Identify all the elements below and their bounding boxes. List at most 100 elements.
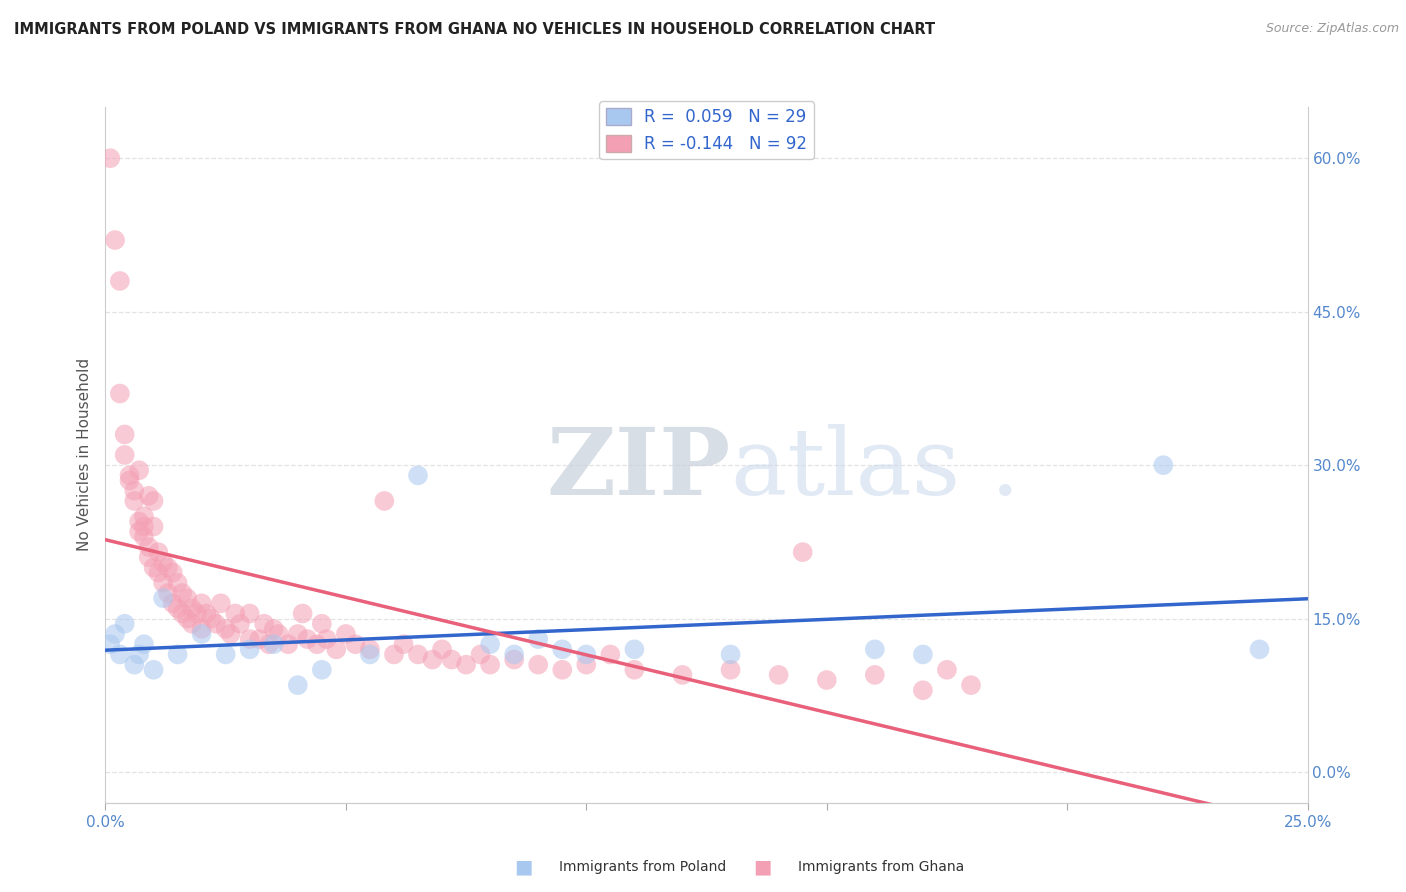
Point [124, 657, 146, 672]
Legend: R =  0.059   N = 29, R = -0.144   N = 92: R = 0.059 N = 29, R = -0.144 N = 92 [599, 102, 814, 160]
Point [98, 637, 121, 651]
Y-axis label: No Vehicles in Household: No Vehicles in Household [76, 359, 91, 551]
Point [190, 627, 212, 641]
Point [479, 657, 502, 672]
Point [257, 637, 280, 651]
Point [863, 668, 886, 682]
Point [152, 591, 174, 606]
Text: ZIP: ZIP [547, 424, 731, 514]
Point [114, 448, 136, 462]
Point [470, 648, 492, 662]
Point [148, 545, 170, 559]
Point [132, 509, 155, 524]
Point [124, 494, 146, 508]
Point [114, 427, 136, 442]
Point [156, 586, 179, 600]
Point [205, 616, 228, 631]
Point [214, 648, 236, 662]
Point [440, 652, 463, 666]
Point [108, 648, 131, 662]
Point [229, 616, 252, 631]
Point [325, 642, 347, 657]
Point [132, 519, 155, 533]
Point [224, 607, 246, 621]
Point [166, 575, 188, 590]
Point [124, 483, 146, 498]
Point [128, 524, 150, 539]
Point [263, 637, 285, 651]
Point [142, 663, 165, 677]
Point [575, 657, 598, 672]
Point [138, 550, 160, 565]
Point [454, 657, 477, 672]
Point [142, 494, 165, 508]
Point [720, 663, 742, 677]
Point [98, 151, 121, 165]
Point [209, 596, 232, 610]
Point [1152, 458, 1174, 472]
Point [190, 596, 212, 610]
Point [291, 607, 314, 621]
Point [148, 566, 170, 580]
Point [118, 468, 141, 483]
Point [172, 586, 194, 600]
Point [623, 642, 645, 657]
Point [152, 555, 174, 569]
Point [503, 652, 526, 666]
Point [720, 648, 742, 662]
Point [195, 607, 218, 621]
Point [406, 648, 429, 662]
Point [263, 622, 285, 636]
Point [671, 668, 693, 682]
Point [277, 637, 299, 651]
Point [422, 652, 444, 666]
Point [239, 607, 262, 621]
Point [287, 678, 309, 692]
Point [315, 632, 337, 646]
Point [239, 642, 262, 657]
Point [863, 642, 886, 657]
Point [267, 627, 290, 641]
Text: IMMIGRANTS FROM POLAND VS IMMIGRANTS FROM GHANA NO VEHICLES IN HOUSEHOLD CORRELA: IMMIGRANTS FROM POLAND VS IMMIGRANTS FRO… [14, 22, 935, 37]
Point [166, 601, 188, 615]
Point [359, 648, 381, 662]
Point [152, 575, 174, 590]
Point [104, 627, 127, 641]
Point [172, 607, 194, 621]
Point [911, 648, 934, 662]
Point [214, 622, 236, 636]
Point [305, 637, 328, 651]
Point [253, 616, 276, 631]
Point [166, 648, 188, 662]
Point [162, 566, 184, 580]
Point [335, 627, 357, 641]
Point [527, 632, 550, 646]
Point [114, 616, 136, 631]
Point [219, 627, 242, 641]
Point [479, 637, 502, 651]
Point [186, 607, 208, 621]
Point [181, 616, 204, 631]
Point [118, 474, 141, 488]
Point [138, 489, 160, 503]
Point [181, 601, 204, 615]
Point [239, 632, 262, 646]
Point [156, 560, 179, 574]
Point [344, 637, 367, 651]
Text: ■: ■ [515, 857, 533, 877]
Point [382, 648, 405, 662]
Point [104, 233, 127, 247]
Point [960, 678, 983, 692]
Point [406, 468, 429, 483]
Point [623, 663, 645, 677]
Text: Immigrants from Ghana: Immigrants from Ghana [797, 860, 965, 874]
Point [247, 632, 270, 646]
Point [142, 560, 165, 574]
Point [190, 622, 212, 636]
Point [911, 683, 934, 698]
Text: Source: ZipAtlas.com: Source: ZipAtlas.com [1265, 22, 1399, 36]
Point [108, 274, 131, 288]
Text: atlas .: atlas . [731, 424, 1019, 514]
Point [142, 519, 165, 533]
Point [176, 591, 198, 606]
